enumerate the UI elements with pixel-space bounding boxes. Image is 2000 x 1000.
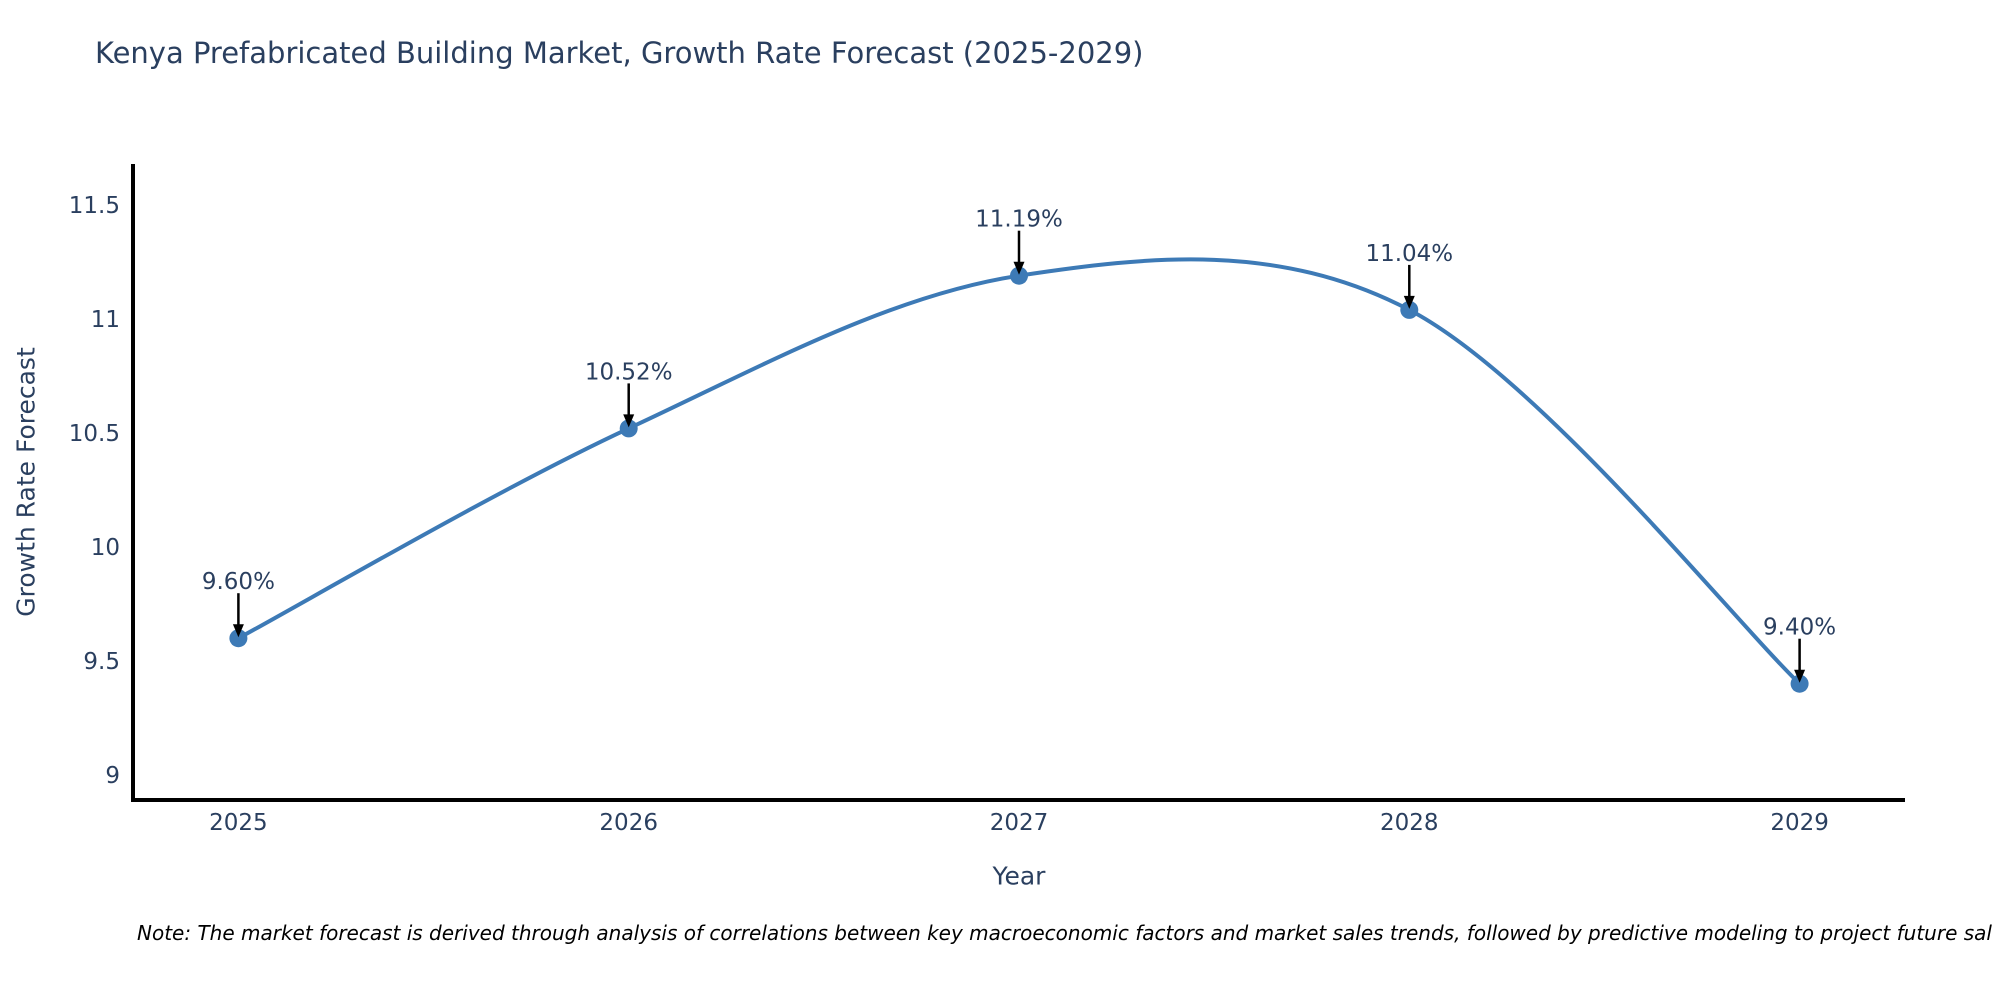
forecast-line <box>236 257 1802 686</box>
y-tick-label: 9.5 <box>83 649 120 675</box>
x-axis-title: Year <box>992 861 1046 891</box>
data-point-marker <box>1400 300 1419 319</box>
data-point-label: 9.40% <box>1763 615 1836 641</box>
y-tick-label: 11.5 <box>69 193 120 219</box>
footnote: Note: The market forecast is derived thr… <box>137 921 1992 945</box>
y-tick-label: 10 <box>91 535 120 561</box>
x-tick-label: 2028 <box>1380 810 1439 836</box>
annotation-arrow-head <box>1794 669 1806 683</box>
x-tick-label: 2027 <box>990 810 1049 836</box>
data-point-marker <box>229 629 248 648</box>
x-tick-label: 2025 <box>209 810 268 836</box>
data-point-label: 11.19% <box>975 207 1063 233</box>
data-point-marker <box>619 419 638 438</box>
annotation-arrow-head <box>1013 261 1025 275</box>
annotation-arrow-head <box>232 624 244 638</box>
data-point-marker <box>1790 674 1809 693</box>
x-tick-label: 2029 <box>1770 810 1829 836</box>
y-tick-label: 11 <box>91 307 120 333</box>
chart-title: Kenya Prefabricated Building Market, Gro… <box>95 36 1144 70</box>
data-point-label: 9.60% <box>202 569 275 595</box>
annotation-arrow-head <box>1403 295 1415 309</box>
y-tick-label: 9 <box>105 763 120 789</box>
y-tick-label: 10.5 <box>69 421 120 447</box>
y-axis-title: Growth Rate Forecast <box>11 347 41 617</box>
data-point-marker <box>1010 266 1028 285</box>
axis-lines <box>131 164 1905 802</box>
x-tick-label: 2026 <box>599 810 658 836</box>
data-point-label: 10.52% <box>585 359 673 385</box>
data-point-label: 11.04% <box>1365 241 1453 267</box>
annotation-arrow-head <box>623 414 635 428</box>
